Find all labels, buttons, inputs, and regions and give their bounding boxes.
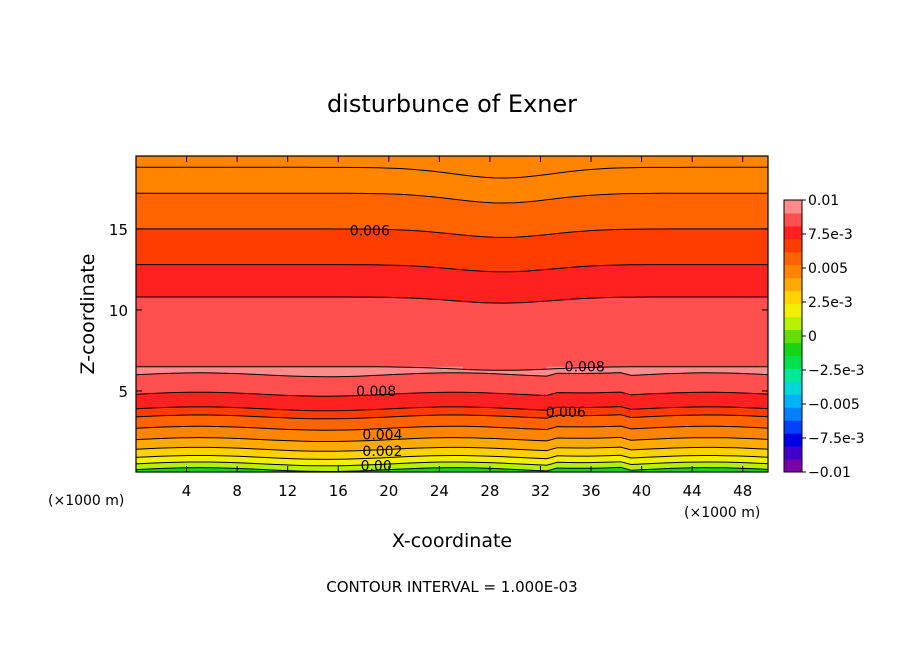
contour-line-0.005 xyxy=(136,192,768,204)
contour-line-low-0.003 xyxy=(136,446,768,452)
x-axis-label: X-coordinate xyxy=(392,530,512,552)
contour-line-low-0.004 xyxy=(136,436,768,442)
colorbar-label-3: 2.5e-3 xyxy=(808,295,853,311)
band-low-0 xyxy=(136,467,768,472)
x-tick-label-4: 4 xyxy=(182,482,192,500)
colorbar-label-5: −2.5e-3 xyxy=(808,363,865,379)
x-unit-label-right: (×1000 m) xyxy=(684,505,760,521)
y-tick-label-5: 5 xyxy=(118,383,128,401)
contour-label-3: 0.006 xyxy=(546,405,586,421)
chart-title: disturbunce of Exner xyxy=(327,90,577,118)
contour-line-low-0.007 xyxy=(136,406,768,412)
y-tick-label-10: 10 xyxy=(109,302,128,320)
x-tick-label-48: 48 xyxy=(733,482,752,500)
colorbar-swatch-2 xyxy=(784,433,802,447)
x-tick-label-16: 16 xyxy=(329,482,348,500)
contour-label-0: 0.006 xyxy=(350,224,390,240)
colorbar-swatch-6 xyxy=(784,381,802,395)
colorbar-swatch-3 xyxy=(784,420,802,434)
colorbar-swatch-5 xyxy=(784,394,802,408)
contour-label-1: 0.008 xyxy=(356,384,396,400)
contour-line-0.008 xyxy=(136,296,768,304)
colorbar-swatch-14 xyxy=(784,277,802,292)
colorbar-swatch-11 xyxy=(784,316,802,331)
colorbar-swatch-15 xyxy=(784,264,802,279)
contour-line-low-0.009 xyxy=(136,372,768,378)
x-tick-label-8: 8 xyxy=(232,482,242,500)
colorbar-label-6: −0.005 xyxy=(808,397,860,413)
contour-line-low-0.001 xyxy=(136,461,768,467)
colorbar-label-2: 0.005 xyxy=(808,261,848,277)
colorbar-swatch-18 xyxy=(784,225,802,240)
colorbar-swatch-17 xyxy=(784,238,802,253)
x-tick-label-32: 32 xyxy=(531,482,550,500)
contour-line-low-0 xyxy=(136,466,768,472)
y-axis-label: Z-coordinate xyxy=(77,254,99,375)
colorbar-swatch-4 xyxy=(784,407,802,421)
contour-line-0.007 xyxy=(136,264,768,273)
colorbar-label-4: 0 xyxy=(808,329,817,345)
contour-line-0.009 xyxy=(136,366,768,371)
y-axis-ticks: 5 10 15 xyxy=(109,221,768,401)
contour-label-5: 0.002 xyxy=(362,444,402,460)
x-unit-label-left: (×1000 m) xyxy=(48,493,124,509)
x-tick-label-12: 12 xyxy=(278,482,297,500)
contour-lines xyxy=(136,166,768,472)
contour-line-0.006 xyxy=(136,228,768,238)
contour-interval-footer: CONTOUR INTERVAL = 1.000E-03 xyxy=(326,578,577,596)
contour-line-0.004 xyxy=(136,166,768,179)
colorbar-swatch-10 xyxy=(784,329,802,343)
colorbar: 0.01 7.5e-3 0.005 2.5e-3 0 −2.5e-3 −0.005 −7.5e… xyxy=(783,193,865,481)
colorbar-swatch-19 xyxy=(784,212,802,227)
colorbar-swatch-13 xyxy=(784,290,802,305)
contour-line-low-0.005 xyxy=(136,425,768,431)
contour-line-low-0.002 xyxy=(136,454,768,460)
x-tick-label-24: 24 xyxy=(430,482,449,500)
x-tick-label-40: 40 xyxy=(632,482,651,500)
y-tick-label-15: 15 xyxy=(109,221,128,239)
plot-frame xyxy=(135,155,769,473)
x-tick-label-36: 36 xyxy=(581,482,600,500)
contour-line-low-0.008 xyxy=(136,391,768,397)
colorbar-label-8: −0.01 xyxy=(808,465,851,481)
x-tick-label-28: 28 xyxy=(480,482,499,500)
colorbar-swatch-12 xyxy=(784,303,802,318)
contour-label-4: 0.004 xyxy=(362,428,402,444)
x-tick-label-44: 44 xyxy=(683,482,702,500)
colorbar-swatch-7 xyxy=(784,368,802,382)
contour-label-2: 0.008 xyxy=(565,360,605,376)
colorbar-swatch-1 xyxy=(784,446,802,460)
colorbar-swatch-8 xyxy=(784,355,802,369)
contour-fill-bands xyxy=(136,156,768,472)
x-tick-label-20: 20 xyxy=(379,482,398,500)
colorbar-label-0: 0.01 xyxy=(808,193,839,209)
contour-label-6: 0.00 xyxy=(361,459,392,475)
x-axis-ticks: 4 8 12 16 20 24 28 32 36 40 44 48 xyxy=(182,156,752,500)
colorbar-swatch-0 xyxy=(784,459,802,473)
colorbar-swatch-9 xyxy=(784,342,802,356)
colorbar-swatch-20 xyxy=(784,200,802,214)
colorbar-label-1: 7.5e-3 xyxy=(808,227,853,243)
colorbar-label-7: −7.5e-3 xyxy=(808,431,865,447)
contour-line-low-0.006 xyxy=(136,414,768,420)
colorbar-swatch-16 xyxy=(784,251,802,266)
